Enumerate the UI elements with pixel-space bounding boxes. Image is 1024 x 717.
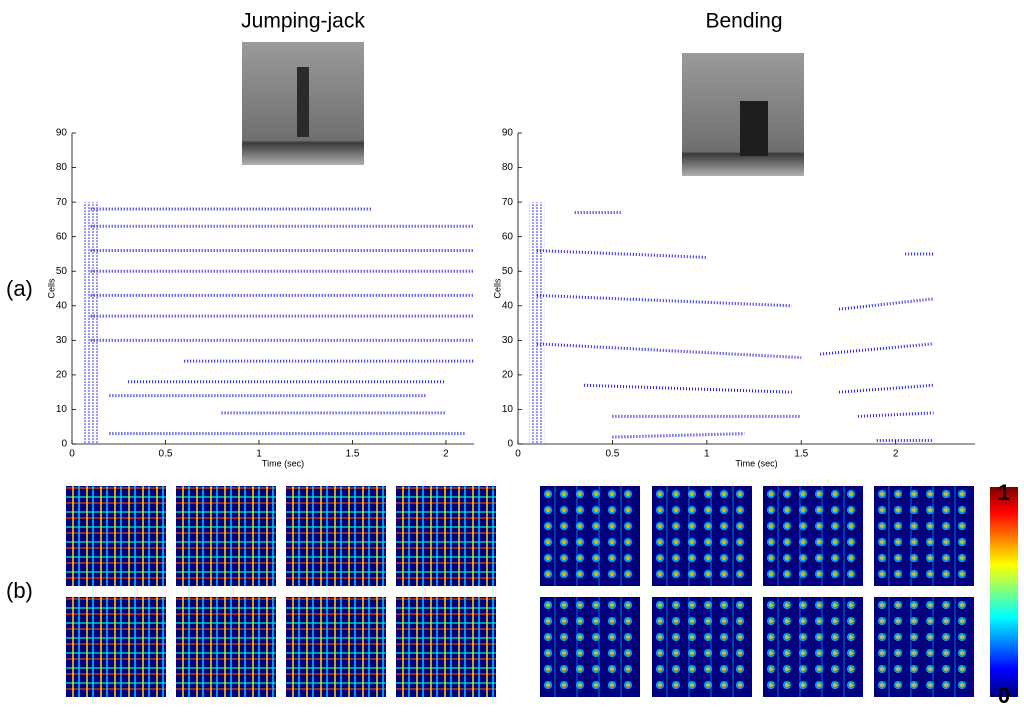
spike-band [838, 297, 934, 311]
colorbar-tick-label: 0 [998, 683, 1010, 708]
spike-band [536, 342, 802, 360]
x-tick-label: 0.5 [605, 449, 619, 460]
x-axis-label: Time (sec) [735, 458, 777, 468]
y-tick-label: 0 [507, 439, 513, 450]
panel-label: (b) [6, 578, 33, 603]
x-axis-label: Time (sec) [262, 458, 304, 468]
heatmap [763, 486, 863, 586]
spike-band [584, 383, 792, 394]
figure-silhouette [297, 67, 309, 137]
chart-title: Bending [705, 10, 782, 33]
y-tick-label: 40 [56, 300, 68, 311]
heatmap [540, 486, 640, 586]
y-tick-label: 50 [56, 266, 68, 277]
spike-band [612, 432, 745, 439]
x-tick-label: 0.5 [159, 449, 173, 460]
spike-band [536, 293, 792, 308]
heatmap [874, 597, 974, 697]
y-tick-label: 70 [56, 197, 68, 208]
y-axis-label: Cells [492, 278, 502, 299]
colorbar-tick-label: 1 [998, 480, 1010, 505]
x-tick-label: 1 [704, 449, 710, 460]
y-tick-label: 30 [502, 335, 514, 346]
y-tick-label: 30 [56, 335, 68, 346]
y-tick-label: 80 [56, 162, 68, 173]
heatmap [396, 597, 496, 697]
heatmap [176, 597, 276, 697]
heatmap [763, 597, 863, 697]
y-tick-label: 20 [502, 370, 514, 381]
photo [242, 42, 364, 165]
spike-burst [529, 202, 545, 444]
y-tick-label: 90 [502, 128, 514, 139]
heatmap [874, 486, 974, 586]
y-tick-label: 40 [502, 300, 514, 311]
x-tick-label: 1.5 [346, 449, 360, 460]
heatmap [176, 486, 276, 586]
colorbar [990, 487, 1018, 697]
panel-label: (a) [6, 276, 33, 301]
heatmap [66, 597, 166, 697]
y-tick-label: 10 [56, 404, 68, 415]
heatmap [652, 597, 752, 697]
x-tick-label: 2 [443, 449, 449, 460]
y-tick-label: 20 [56, 370, 68, 381]
spike-band [838, 383, 934, 394]
y-tick-label: 0 [61, 439, 67, 450]
y-tick-label: 10 [502, 404, 514, 415]
spike-band [536, 248, 707, 259]
x-tick-label: 0 [69, 449, 75, 460]
heatmap [396, 486, 496, 586]
heatmap [652, 486, 752, 586]
spike-band [857, 411, 934, 418]
x-tick-label: 2 [893, 449, 899, 460]
chart-title: Jumping-jack [241, 10, 365, 33]
y-tick-label: 70 [502, 197, 514, 208]
heatmap [286, 486, 386, 586]
spike-burst [83, 202, 99, 444]
heatmap [540, 597, 640, 697]
x-tick-label: 1.5 [794, 449, 808, 460]
spike-band [820, 342, 934, 356]
heatmap [66, 486, 166, 586]
y-tick-label: 50 [502, 266, 514, 277]
y-axis-label: Cells [46, 278, 56, 299]
y-tick-label: 80 [502, 162, 514, 173]
y-tick-label: 60 [502, 231, 514, 242]
figure-silhouette [740, 101, 768, 156]
y-tick-label: 90 [56, 128, 68, 139]
heatmap [286, 597, 386, 697]
x-tick-label: 1 [256, 449, 262, 460]
y-tick-label: 60 [56, 231, 68, 242]
photo [682, 53, 804, 176]
x-tick-label: 0 [515, 449, 521, 460]
